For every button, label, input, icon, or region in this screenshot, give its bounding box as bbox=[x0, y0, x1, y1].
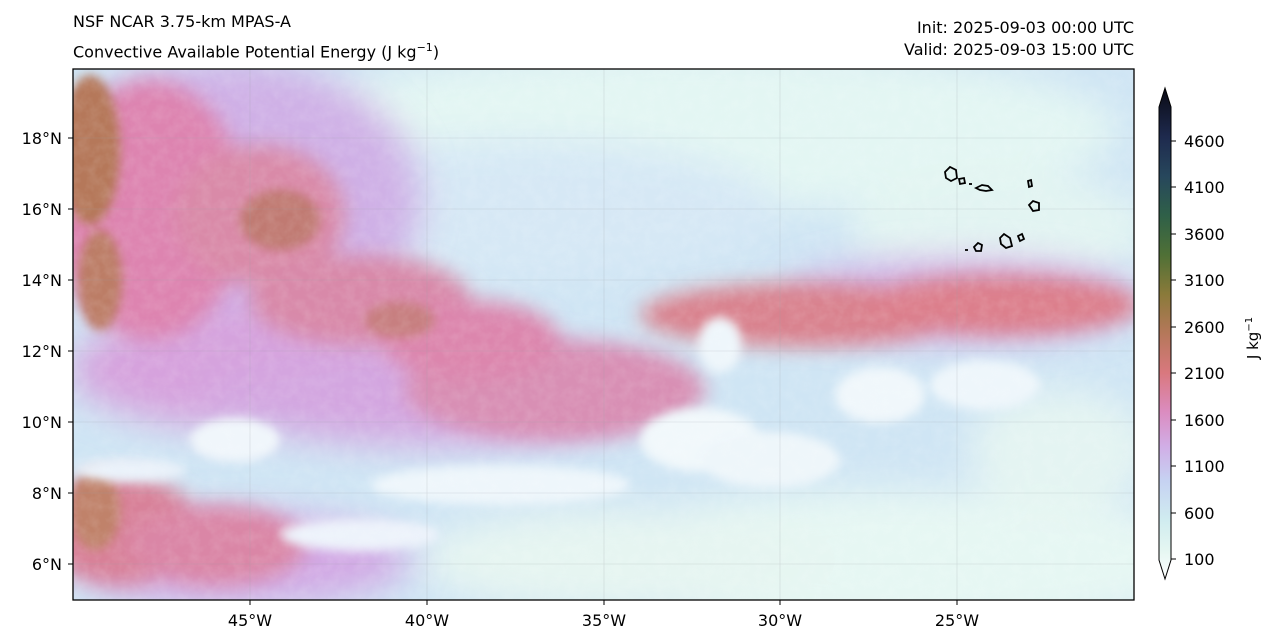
field-title-close: ) bbox=[432, 42, 440, 62]
field-title: Convective Available Potential Energy (J… bbox=[73, 38, 439, 62]
colorbar-tick-label: 1100 bbox=[1184, 457, 1225, 476]
island-fogo bbox=[972, 241, 983, 252]
colorbar-tick-label: 4100 bbox=[1184, 178, 1225, 197]
colorbar-label-text: J kg bbox=[1244, 332, 1262, 360]
colorbar-tick-label: 3600 bbox=[1184, 225, 1225, 244]
colorbar-tick-label: 4600 bbox=[1184, 132, 1225, 151]
colorbar-bar bbox=[1158, 86, 1172, 581]
cape-field bbox=[73, 69, 1134, 600]
island-boa-vista bbox=[1027, 199, 1040, 212]
init-time: Init: 2025-09-03 00:00 UTC bbox=[916, 18, 1134, 37]
colorbar-tick-label: 1600 bbox=[1184, 411, 1225, 430]
colorbar-tick-label: 3100 bbox=[1184, 271, 1225, 290]
field-title-text: Convective Available Potential Energy (J… bbox=[73, 42, 417, 62]
island-santiago bbox=[999, 232, 1014, 250]
gridlines bbox=[73, 69, 1134, 600]
lon-tick-label: 45°W bbox=[228, 611, 272, 630]
lat-tick-label: 16°N bbox=[22, 200, 62, 219]
lat-tick-label: 18°N bbox=[22, 129, 62, 148]
colorbar-label: J kg−1 bbox=[1244, 317, 1262, 360]
island-sao-nicolau bbox=[973, 184, 994, 192]
colorbar-tick-label: 600 bbox=[1184, 504, 1215, 523]
colorbar-tick-label: 2600 bbox=[1184, 318, 1225, 337]
lon-tick-label: 35°W bbox=[582, 611, 626, 630]
cabo-verde-islands bbox=[944, 165, 1040, 252]
valid-time: Valid: 2025-09-03 15:00 UTC bbox=[903, 40, 1134, 59]
colorbar-tick-label: 2100 bbox=[1184, 364, 1225, 383]
lat-tick-label: 8°N bbox=[32, 484, 62, 503]
lat-tick-label: 12°N bbox=[22, 342, 62, 361]
lon-tick-label: 25°W bbox=[935, 611, 979, 630]
colorbar: 4600 4100 3600 3100 2600 2100 1600 1100 … bbox=[1158, 86, 1262, 581]
lon-tick-label: 30°W bbox=[758, 611, 802, 630]
lon-axis: 45°W 40°W 35°W 30°W 25°W bbox=[228, 600, 979, 630]
model-title: NSF NCAR 3.75-km MPAS-A bbox=[73, 12, 291, 31]
lon-tick-label: 40°W bbox=[405, 611, 449, 630]
island-sal bbox=[1026, 178, 1034, 189]
lat-tick-label: 10°N bbox=[22, 413, 62, 432]
colorbar-tick-label: 100 bbox=[1184, 550, 1215, 569]
lat-tick-label: 14°N bbox=[22, 271, 62, 290]
colorbar-label-exp: −1 bbox=[1244, 317, 1255, 332]
field-title-units-exp: −1 bbox=[416, 41, 433, 54]
island-santo-antao bbox=[944, 165, 958, 183]
lat-axis: 18°N 16°N 14°N 12°N 10°N 8°N 6°N bbox=[22, 129, 73, 574]
lat-tick-label: 6°N bbox=[32, 555, 62, 574]
island-maio bbox=[1016, 232, 1026, 243]
island-sao-vicente bbox=[957, 176, 967, 186]
